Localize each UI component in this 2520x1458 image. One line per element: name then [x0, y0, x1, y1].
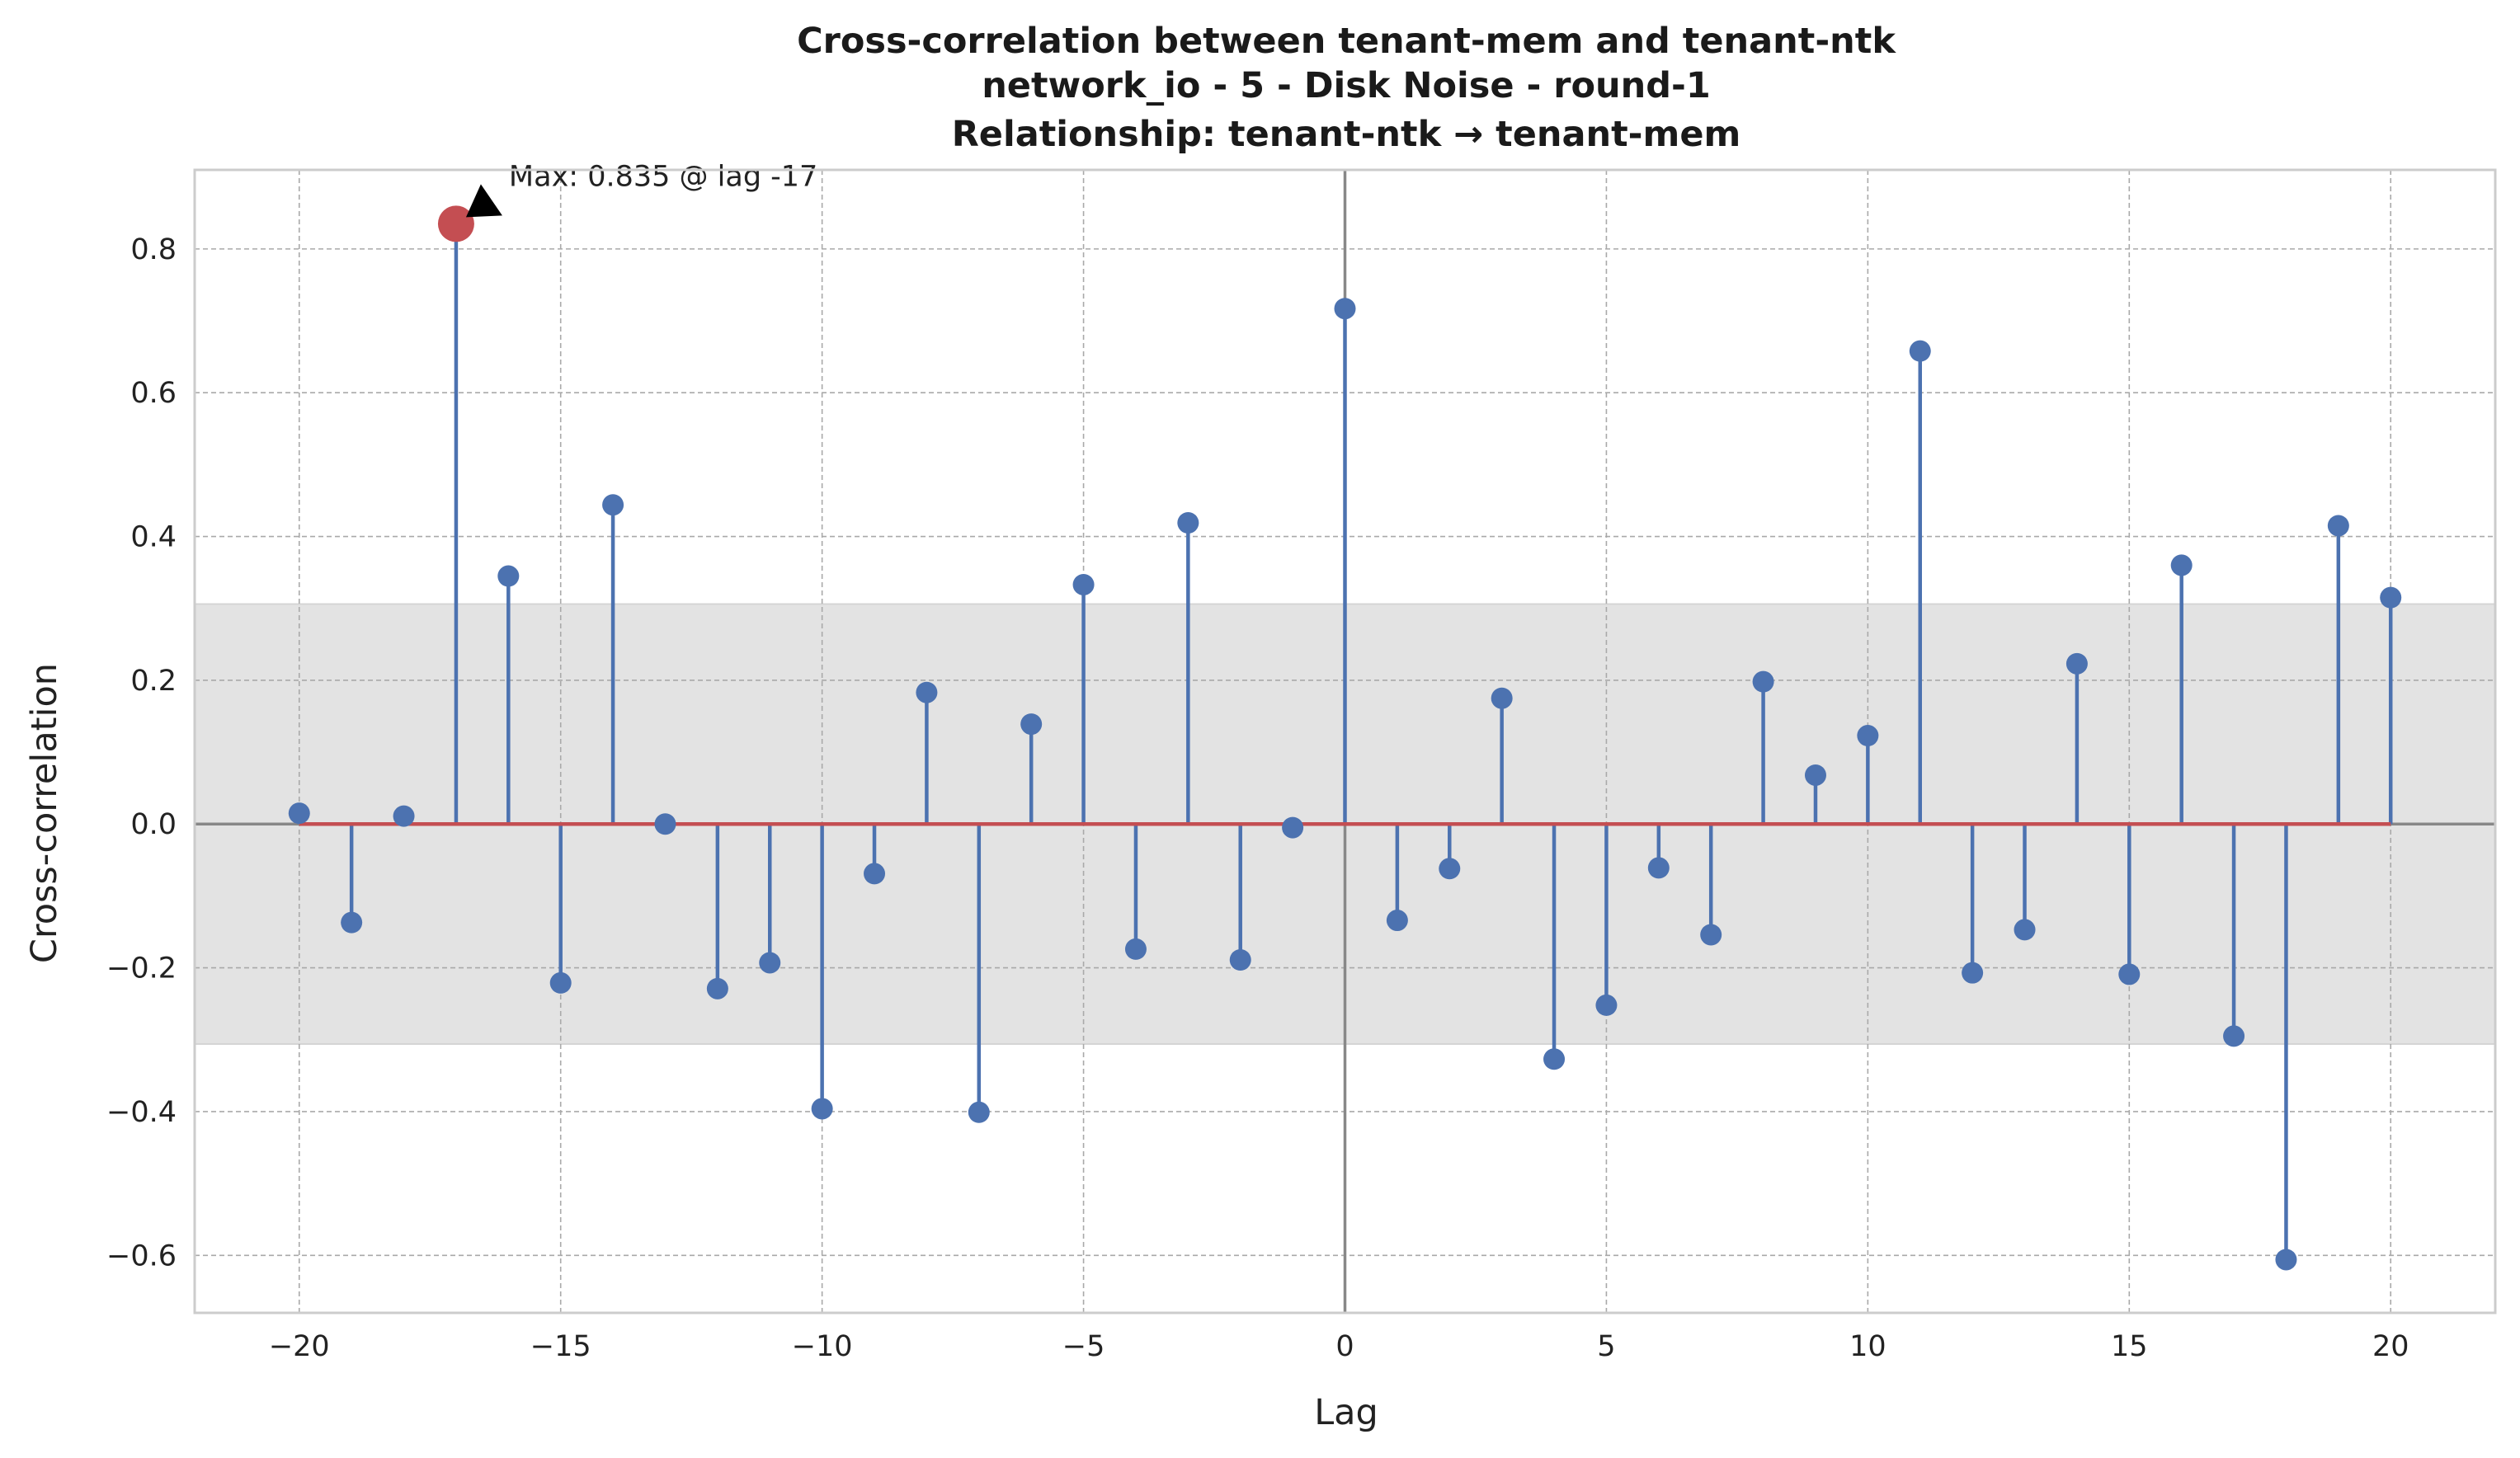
data-point: [916, 681, 938, 703]
chart-title: Cross-correlation between tenant-mem and…: [797, 21, 1896, 62]
data-point: [549, 971, 572, 994]
y-tick-labels: −0.6 −0.4 −0.2 0.0 0.2 0.4 0.6 0.8: [106, 233, 177, 1272]
data-point: [1177, 512, 1199, 534]
data-point: [2275, 1249, 2297, 1271]
annotation-arrow-icon: [465, 184, 502, 218]
x-axis-label: Lag: [1314, 1392, 1378, 1433]
data-point: [1491, 687, 1513, 709]
max-point-marker: [437, 205, 474, 242]
data-point: [1595, 994, 1618, 1016]
x-tick-label: 5: [1597, 1330, 1615, 1363]
x-tick-label: 0: [1335, 1330, 1354, 1363]
max-annotation: Max: 0.835 @ lag -17: [509, 160, 817, 193]
data-point: [1020, 713, 1043, 736]
data-point: [2118, 963, 2141, 985]
y-tick-label: 0.2: [130, 665, 177, 698]
y-tick-label: 0.4: [130, 521, 177, 554]
annotation-layer: Max: 0.835 @ lag -17: [465, 160, 817, 218]
data-point: [2014, 919, 2036, 941]
y-tick-label: −0.4: [106, 1096, 177, 1129]
data-point: [341, 911, 363, 934]
x-tick-label: 20: [2372, 1330, 2409, 1363]
y-tick-label: −0.2: [106, 952, 177, 985]
y-tick-label: 0.8: [130, 233, 177, 266]
data-point: [1700, 924, 1722, 946]
x-tick-label: −20: [269, 1330, 330, 1363]
data-point: [2327, 515, 2349, 537]
data-point: [1909, 340, 1931, 362]
data-point: [288, 802, 310, 825]
data-point: [2380, 586, 2402, 609]
data-point: [1334, 298, 1356, 320]
data-point: [1386, 910, 1408, 932]
data-point: [1282, 816, 1304, 839]
stem-layer: [297, 223, 2393, 1260]
marker-layer: [288, 205, 2402, 1271]
data-point: [497, 565, 520, 587]
data-point: [602, 494, 624, 516]
chart-relationship-title: Relationship: tenant-ntk → tenant-mem: [952, 114, 1741, 155]
data-point: [811, 1098, 833, 1120]
data-point: [1439, 858, 1461, 880]
data-point: [1229, 948, 1251, 971]
y-tick-label: 0.6: [130, 377, 177, 410]
data-point: [2170, 554, 2193, 576]
x-tick-label: −10: [792, 1330, 853, 1363]
data-point: [706, 977, 728, 999]
data-point: [1857, 725, 1879, 747]
y-tick-label: 0.0: [130, 808, 177, 841]
y-tick-label: −0.6: [106, 1239, 177, 1272]
data-point: [1962, 962, 1984, 984]
x-tick-labels: −20 −15 −10 −5 0 5 10 15 20: [269, 1330, 2409, 1363]
chart-subtitle: network_io - 5 - Disk Noise - round-1: [982, 65, 1711, 106]
data-point: [1752, 670, 1774, 693]
data-point: [968, 1101, 990, 1123]
data-point: [1647, 857, 1670, 879]
data-point: [654, 813, 676, 835]
data-point: [759, 952, 781, 974]
data-point: [1804, 764, 1826, 786]
data-point: [1543, 1048, 1566, 1070]
data-point: [1124, 938, 1147, 960]
data-point: [2223, 1025, 2245, 1047]
data-point: [1072, 573, 1095, 595]
x-tick-label: −5: [1062, 1330, 1105, 1363]
data-point: [2065, 652, 2088, 675]
data-point: [864, 863, 886, 885]
x-tick-label: −15: [530, 1330, 591, 1363]
plot-frame: [193, 168, 2497, 1315]
x-tick-label: 10: [1849, 1330, 1886, 1363]
data-point: [393, 805, 415, 827]
x-tick-label: 15: [2111, 1330, 2148, 1363]
y-axis-label: Cross-correlation: [24, 663, 65, 963]
